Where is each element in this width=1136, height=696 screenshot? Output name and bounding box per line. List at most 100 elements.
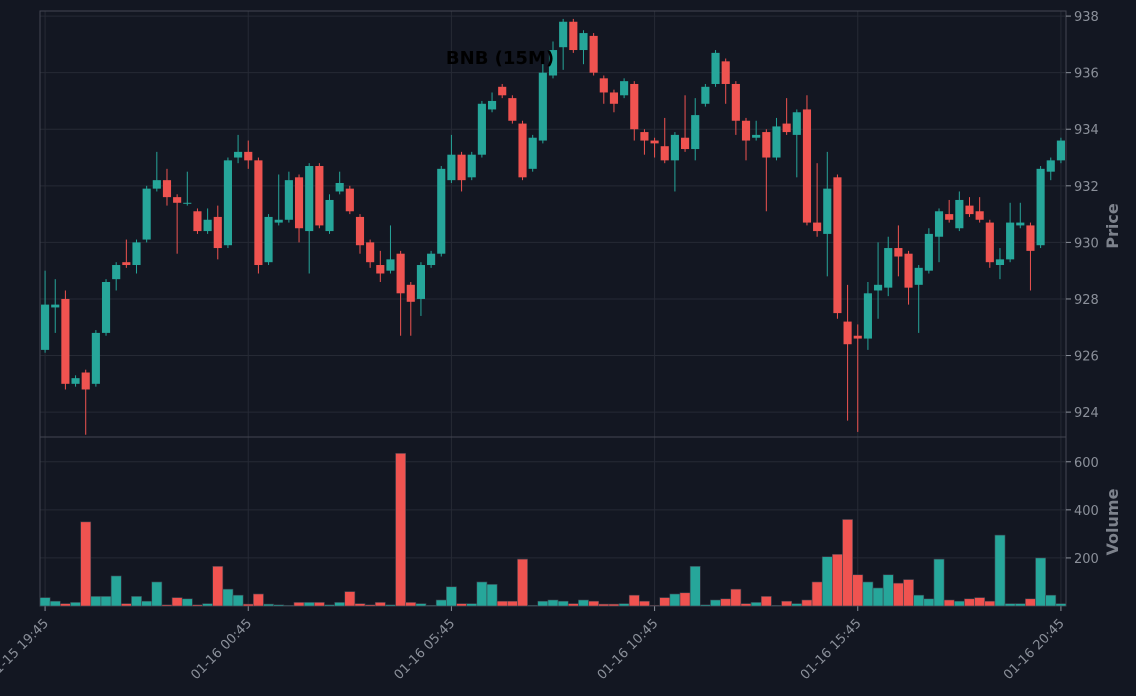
candle-body — [701, 86, 710, 104]
volume-bar — [953, 600, 965, 607]
candle-body — [863, 293, 872, 339]
volume-bar — [943, 599, 955, 607]
volume-bar — [466, 603, 478, 607]
volume-bar — [882, 574, 894, 607]
volume-bar — [984, 600, 996, 607]
volume-bar — [669, 593, 681, 607]
candle-body — [548, 50, 558, 76]
candle-body — [904, 253, 913, 288]
volume-bar — [771, 604, 782, 607]
volume-bar — [242, 603, 254, 607]
y-tick-label: 924 — [1074, 406, 1099, 421]
volume-bar — [832, 554, 843, 607]
volume-bar — [253, 593, 264, 607]
candle-body — [112, 265, 121, 280]
volume-bar — [141, 600, 153, 607]
volume-bar — [689, 566, 701, 607]
candle-body — [41, 304, 50, 350]
candle-body — [508, 98, 517, 121]
candle-body — [985, 222, 994, 263]
candle-body — [132, 242, 141, 266]
candle-body — [680, 137, 690, 150]
volume-bar — [781, 600, 793, 607]
candle-body — [335, 182, 344, 192]
candle-body — [569, 21, 578, 51]
volume-bar — [80, 521, 92, 607]
volume-bar — [903, 579, 914, 607]
candle-body — [101, 281, 111, 333]
volume-bar — [446, 586, 457, 607]
candle-body — [213, 216, 222, 249]
candle-body — [559, 21, 568, 48]
volume-bar — [181, 598, 193, 607]
volume-bar — [791, 603, 803, 607]
volume-bar — [730, 588, 742, 607]
candle-body — [264, 216, 273, 263]
candle-body — [660, 146, 669, 161]
volume-bar — [293, 602, 305, 607]
candle-body — [914, 267, 923, 285]
volume-bar — [395, 453, 407, 607]
volume-bar — [506, 600, 518, 607]
candle-body — [1016, 222, 1025, 226]
volume-bar — [1055, 603, 1067, 607]
candle-body — [91, 332, 100, 384]
candle-body — [528, 137, 537, 169]
volume-bar — [49, 600, 61, 607]
candle-body — [142, 188, 151, 240]
volume-bar — [283, 604, 295, 607]
candle-body — [477, 103, 486, 155]
volume-bar — [324, 604, 335, 607]
volume-bar — [415, 603, 427, 607]
volume-bar — [222, 588, 234, 607]
volume-bar — [710, 599, 721, 607]
candle-body — [975, 211, 984, 220]
candle-body — [965, 205, 974, 215]
x-tick-label: 01-15 19:45 — [0, 616, 52, 683]
candle-body — [1056, 140, 1065, 161]
candle-body — [833, 177, 842, 314]
volume-bar — [1025, 598, 1036, 607]
volume-bar — [1014, 603, 1026, 607]
candle-body — [752, 134, 761, 138]
candle-body — [386, 259, 395, 271]
candle-body — [376, 265, 385, 274]
volume-bar — [588, 600, 600, 607]
candle-body — [630, 83, 639, 130]
volume-bar — [100, 596, 112, 607]
volume-tick-label: 600 — [1074, 456, 1099, 471]
candle-body — [934, 211, 944, 237]
candle-body — [691, 115, 700, 150]
volume-bar — [537, 600, 549, 607]
volume-bar — [425, 604, 437, 607]
volume-bar — [974, 597, 986, 607]
volume-bar — [39, 597, 51, 607]
volume-bar — [598, 603, 610, 607]
candle-body — [498, 86, 507, 96]
y-tick-label: 926 — [1074, 350, 1099, 365]
volume-bar — [618, 603, 630, 607]
candle-body — [620, 81, 629, 96]
volume-bar — [476, 581, 488, 607]
volume-bar — [313, 602, 325, 607]
volume-bar — [171, 597, 183, 607]
volume-bar — [740, 603, 752, 607]
volume-bar — [964, 598, 975, 607]
candle-body — [813, 222, 822, 232]
volume-bar — [120, 603, 132, 607]
y-tick-label: 938 — [1074, 10, 1099, 25]
volume-bar — [232, 594, 244, 607]
candle-body — [721, 61, 730, 84]
volume-bar — [435, 599, 447, 607]
candle-body — [366, 242, 375, 263]
volume-bar — [679, 592, 691, 607]
y-tick-label: 932 — [1074, 180, 1099, 195]
grid — [40, 11, 1066, 606]
volume-bar — [517, 558, 528, 607]
volume-bar — [659, 597, 671, 607]
volume-bar — [110, 575, 122, 607]
volume-bar — [527, 604, 539, 607]
volume-bar — [578, 599, 589, 607]
volume-bar — [364, 604, 376, 607]
